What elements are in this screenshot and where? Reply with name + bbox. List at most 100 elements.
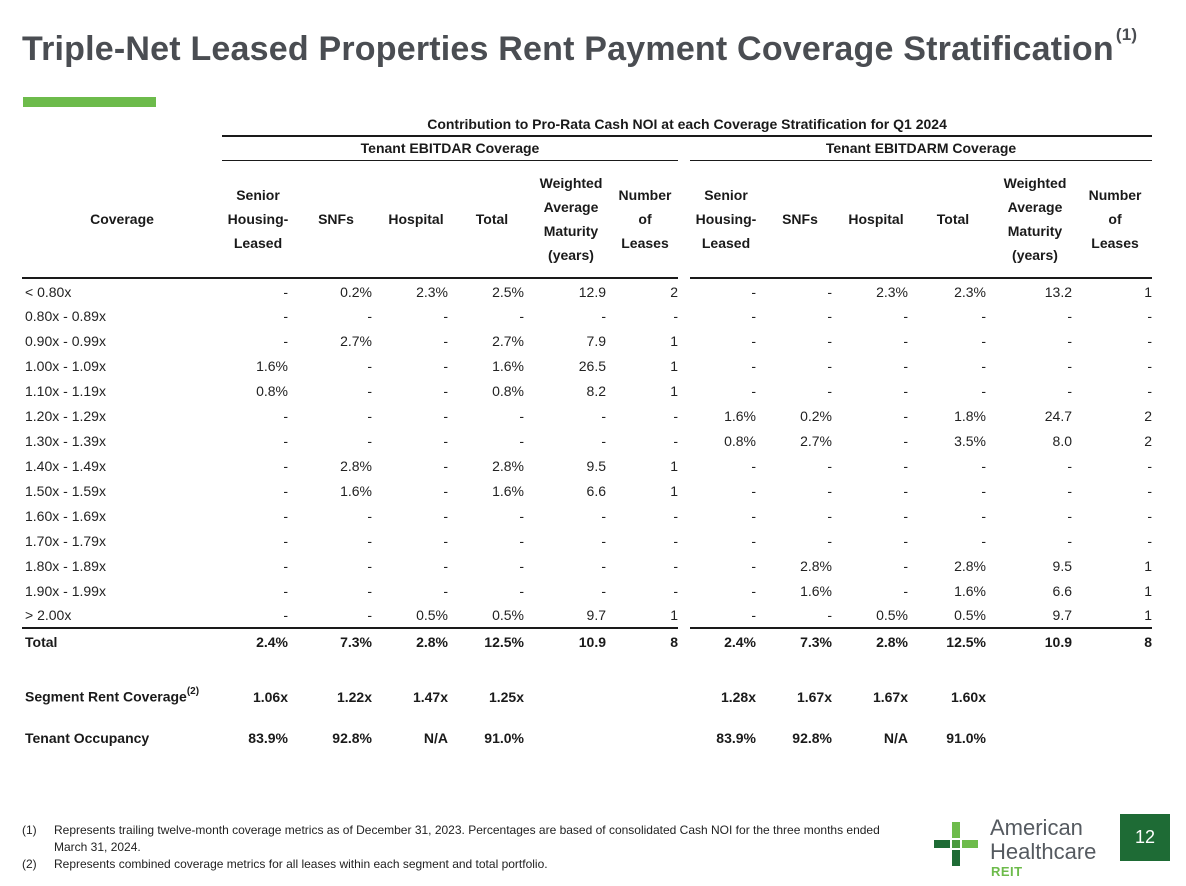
col-header-snfs-ebitdar: SNFs	[294, 160, 378, 279]
cell: 1.47x	[412, 689, 448, 705]
cell: -	[827, 482, 832, 499]
cell: 2	[1144, 432, 1153, 449]
cell: 2	[1144, 407, 1153, 424]
group-header-ebitdarm: Tenant EBITDARM Coverage	[690, 136, 1153, 161]
cell: N/A	[883, 730, 908, 746]
row-label: Total	[25, 634, 58, 650]
cell: -	[443, 307, 448, 324]
cell: 2.7%	[340, 332, 372, 349]
cell: 9.5	[1052, 557, 1072, 574]
cell: 10.9	[1044, 634, 1072, 650]
cell: 1.22x	[336, 689, 372, 705]
company-logo: American Healthcare REIT	[930, 814, 1120, 880]
cell: -	[903, 432, 908, 449]
cell: -	[903, 482, 908, 499]
cell: 2.4%	[256, 634, 288, 650]
table-row: 1.60x - 1.69x - - - - - - - - - - - -	[22, 503, 1152, 528]
cell: -	[1067, 307, 1072, 324]
cell: -	[751, 382, 756, 399]
cell: -	[1147, 307, 1153, 324]
col-gap	[678, 278, 690, 303]
empty-cell	[612, 655, 678, 705]
cell: 0.5%	[454, 603, 530, 629]
row-label: 0.80x - 0.89x	[25, 307, 106, 324]
row-label: 1.10x - 1.19x	[25, 382, 106, 399]
cell: -	[443, 407, 448, 424]
cell: -	[1067, 507, 1072, 524]
cell: -	[519, 432, 524, 449]
cell: -	[981, 457, 986, 474]
cell: 8.0	[1052, 432, 1072, 449]
cell: -	[903, 532, 908, 549]
cell: 1	[670, 382, 678, 399]
cell: 1	[1144, 557, 1153, 574]
row-label: 1.90x - 1.99x	[25, 582, 106, 599]
cell: -	[1147, 532, 1153, 549]
cell: 92.8%	[792, 730, 832, 746]
cell: 2.8%	[954, 557, 986, 574]
cell: 2.3%	[876, 284, 908, 300]
cell: 1	[1144, 582, 1153, 599]
cell: 9.7	[992, 603, 1078, 629]
table-row: 1.00x - 1.09x 1.6% - - 1.6% 26.5 1 - - - - - -	[22, 353, 1152, 378]
coverage-table-wrap: Contribution to Pro-Rata Cash NOI at eac…	[22, 112, 1153, 746]
cell: -	[903, 457, 908, 474]
cell: 12.5%	[484, 634, 524, 650]
col-gap	[678, 453, 690, 478]
cell: -	[367, 307, 372, 324]
table-row: 1.40x - 1.49x - 2.8% - 2.8% 9.5 1 - - - - - -	[22, 453, 1152, 478]
col-gap	[678, 378, 690, 403]
cell: -	[294, 603, 378, 629]
cell: -	[367, 532, 372, 549]
cell: -	[981, 307, 986, 324]
cell: N/A	[423, 730, 448, 746]
cell: -	[981, 532, 986, 549]
col-header-snfs-ebitdarm: SNFs	[762, 160, 838, 279]
cell: 0.2%	[340, 284, 372, 300]
logo-wordmark: American Healthcare	[990, 815, 1097, 864]
empty-cell	[1078, 655, 1152, 705]
cell: 2	[670, 284, 678, 300]
cell: -	[283, 432, 288, 449]
row-label: 1.60x - 1.69x	[25, 507, 106, 524]
col-header-coverage: Coverage	[22, 160, 222, 279]
cell: 6.6	[1052, 582, 1072, 599]
cell: -	[903, 407, 908, 424]
cell: -	[519, 407, 524, 424]
cell: 13.2	[1044, 284, 1072, 300]
cell: 91.0%	[484, 730, 524, 746]
cell: -	[519, 557, 524, 574]
row-label: 1.20x - 1.29x	[25, 407, 106, 424]
cell: -	[903, 382, 908, 399]
cross-logo-icon	[934, 822, 978, 866]
cell: -	[673, 582, 678, 599]
page-title: Triple-Net Leased Properties Rent Paymen…	[22, 24, 1138, 68]
cell: -	[1147, 357, 1153, 374]
cell: -	[673, 432, 678, 449]
cell: 1.6%	[340, 482, 372, 499]
cell: -	[519, 532, 524, 549]
cell: 9.5	[586, 457, 606, 474]
empty-cell	[530, 655, 612, 705]
cell: 2.8%	[876, 634, 908, 650]
empty-cell	[992, 705, 1078, 746]
cell: -	[367, 582, 372, 599]
total-row: Total 2.4% 7.3% 2.8% 12.5% 10.9 8 2.4% 7.3% 2.8% 1…	[22, 628, 1152, 655]
cell: 7.3%	[340, 634, 372, 650]
cell: -	[283, 532, 288, 549]
cell: 91.0%	[946, 730, 986, 746]
cell: -	[283, 307, 288, 324]
cell: -	[601, 582, 606, 599]
col-gap	[678, 328, 690, 353]
cell: -	[981, 482, 986, 499]
col-header-senior-housing-ebitdarm: Senior Housing- Leased	[690, 160, 762, 279]
cell: -	[673, 532, 678, 549]
cell: -	[519, 307, 524, 324]
cell: -	[283, 582, 288, 599]
cell: 1	[612, 603, 678, 629]
empty-cell	[530, 705, 612, 746]
cell: 0.5%	[838, 603, 914, 629]
cell: -	[673, 507, 678, 524]
col-header-total-ebitdarm: Total	[914, 160, 992, 279]
table-row: 1.80x - 1.89x - - - - - - - 2.8% - 2.8% 9.5 1	[22, 553, 1152, 578]
